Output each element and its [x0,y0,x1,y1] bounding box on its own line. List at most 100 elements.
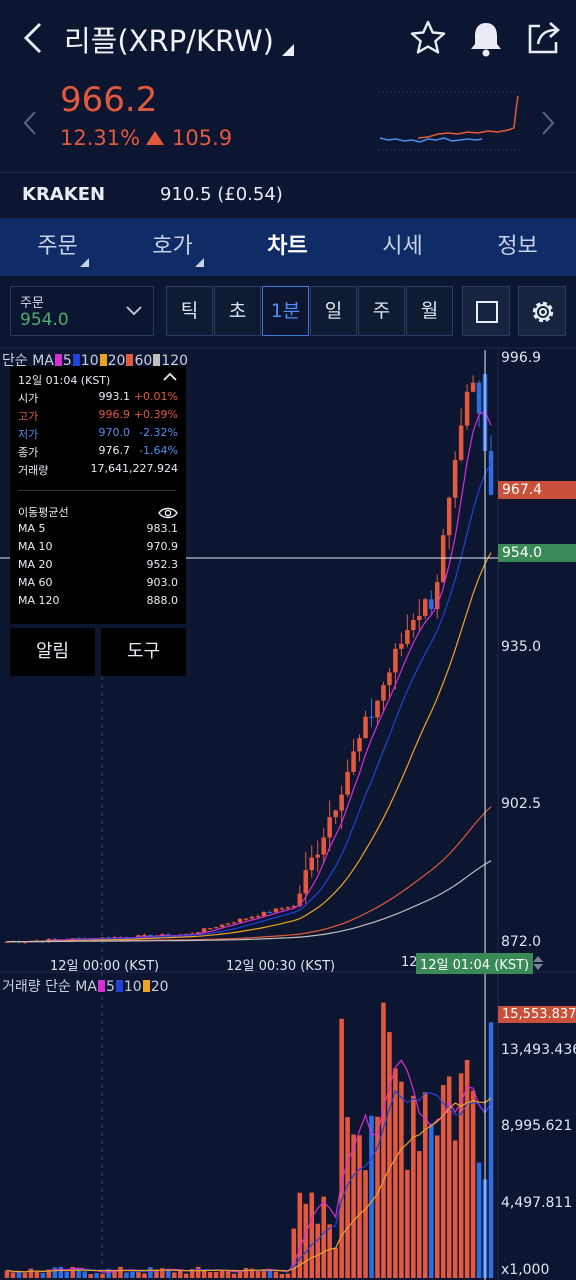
volume-bar [178,1269,183,1278]
volume-y-tick-label: x1,000 [501,1262,550,1278]
candle [267,911,273,914]
volume-bar [237,1271,243,1278]
back-icon[interactable] [18,18,48,58]
x-tick-label: 12일 00:00 (KST) [50,959,160,974]
chevron-up-icon[interactable] [162,370,178,384]
ma-label: MA 5 [18,522,46,535]
star-icon[interactable] [408,18,448,58]
tools-button[interactable]: 도구 [101,628,186,676]
info-divider [18,490,176,491]
y-tick-label: 872.0 [501,934,542,950]
candle [249,916,255,919]
volume-bar [339,1018,344,1278]
volume-bar [225,1270,231,1278]
legend-swatch [72,354,80,366]
candle [195,932,201,934]
volume-bar [267,1269,273,1278]
chevron-down-icon[interactable] [124,300,144,320]
timeframe-month[interactable]: 월 [406,286,453,336]
ma-value: 903.0 [146,576,179,589]
alarm-button[interactable]: 알림 [10,628,95,676]
fullscreen-button[interactable] [462,286,510,336]
volume-bar [166,1268,171,1278]
volume-bar [351,1134,356,1278]
eye-icon[interactable] [158,506,178,520]
timeframe-1min[interactable]: 1분 [262,286,309,336]
candle [375,700,380,718]
tab-bar [0,218,576,276]
info-value: 976.7 [98,444,131,457]
timeframe-day[interactable]: 일 [310,286,357,336]
tab-order[interactable]: 주문 [37,234,78,259]
ma-value: 952.3 [146,558,179,571]
ma-legend[interactable]: 단순 MA 5 10 20 60 120 [2,350,188,370]
tab-orderbook[interactable]: 호가 [152,234,193,259]
candle [321,837,326,855]
volume-bar [106,1268,111,1278]
ma-value: 888.0 [146,594,179,607]
volume-bar [130,1271,135,1278]
tab-market[interactable]: 시세 [382,234,423,259]
info-percent: -1.64% [139,444,178,457]
mini-price-chart[interactable] [378,90,520,152]
candle [231,922,237,924]
ma-value: 983.1 [146,522,179,535]
share-icon[interactable] [524,18,564,58]
order-price-select[interactable] [10,286,154,336]
volume-bar [154,1269,159,1278]
volume-bar [369,1115,374,1278]
candle [458,425,464,460]
volume-bar [172,1272,177,1278]
timeframe-second[interactable]: 초 [214,286,261,336]
candle [213,927,219,929]
ma-label: MA 20 [18,558,53,571]
volume-bar [315,1223,320,1278]
last-volume-tag: 15,553.837 [498,1006,576,1023]
volume-bar [46,1269,52,1278]
candle [399,643,404,649]
title-dropdown-caret-icon[interactable] [282,44,294,56]
price-volume-chart[interactable] [0,346,576,1280]
y-tick-label: 996.9 [501,350,542,366]
y-tick-label: 902.5 [501,796,542,812]
volume-bar [321,1196,326,1278]
tab-info[interactable]: 정보 [497,234,538,259]
candle [357,738,362,752]
volume-bar [470,1090,476,1278]
candle [423,599,428,616]
time-scroll-icon[interactable] [530,953,546,973]
volume-ma-legend[interactable]: 거래량 단순 MA 5 10 20 [2,976,169,996]
volume-bar [399,1081,404,1278]
settings-button[interactable] [518,286,566,336]
info-value: 970.0 [98,426,131,439]
candle [363,716,368,739]
volume-bar [488,1022,494,1278]
mini-chart-recent-line [417,95,519,139]
info-label: 종가 [18,446,39,459]
volume-bar [124,1272,129,1278]
candle [309,857,315,871]
timeframe-tick[interactable]: 틱 [166,286,213,336]
bell-icon[interactable] [466,18,506,58]
volume-ma-lines [6,1059,492,1273]
candle [369,716,374,718]
tab-chart[interactable]: 차트 [267,234,308,259]
chevron-left-icon[interactable] [20,108,40,138]
volume-bar [476,1162,482,1278]
volume-bar [393,1068,398,1278]
volume-bar [452,1140,458,1278]
chevron-right-icon[interactable] [538,108,558,138]
ma-label: MA 10 [18,540,53,553]
tab-orderbook-caret-icon [195,258,204,267]
candle [279,908,285,910]
candle [440,535,446,583]
legend-prefix: 거래량 단순 MA [2,979,97,995]
order-value: 954.0 [20,310,69,330]
candle [488,451,494,495]
candle [470,382,476,392]
volume-bar [34,1270,40,1278]
timeframe-week[interactable]: 주 [358,286,405,336]
candle [446,497,452,536]
page-title[interactable]: 리플(XRP/KRW) [64,24,274,58]
volume-y-tick-label: 8,995.621 [501,1118,573,1134]
